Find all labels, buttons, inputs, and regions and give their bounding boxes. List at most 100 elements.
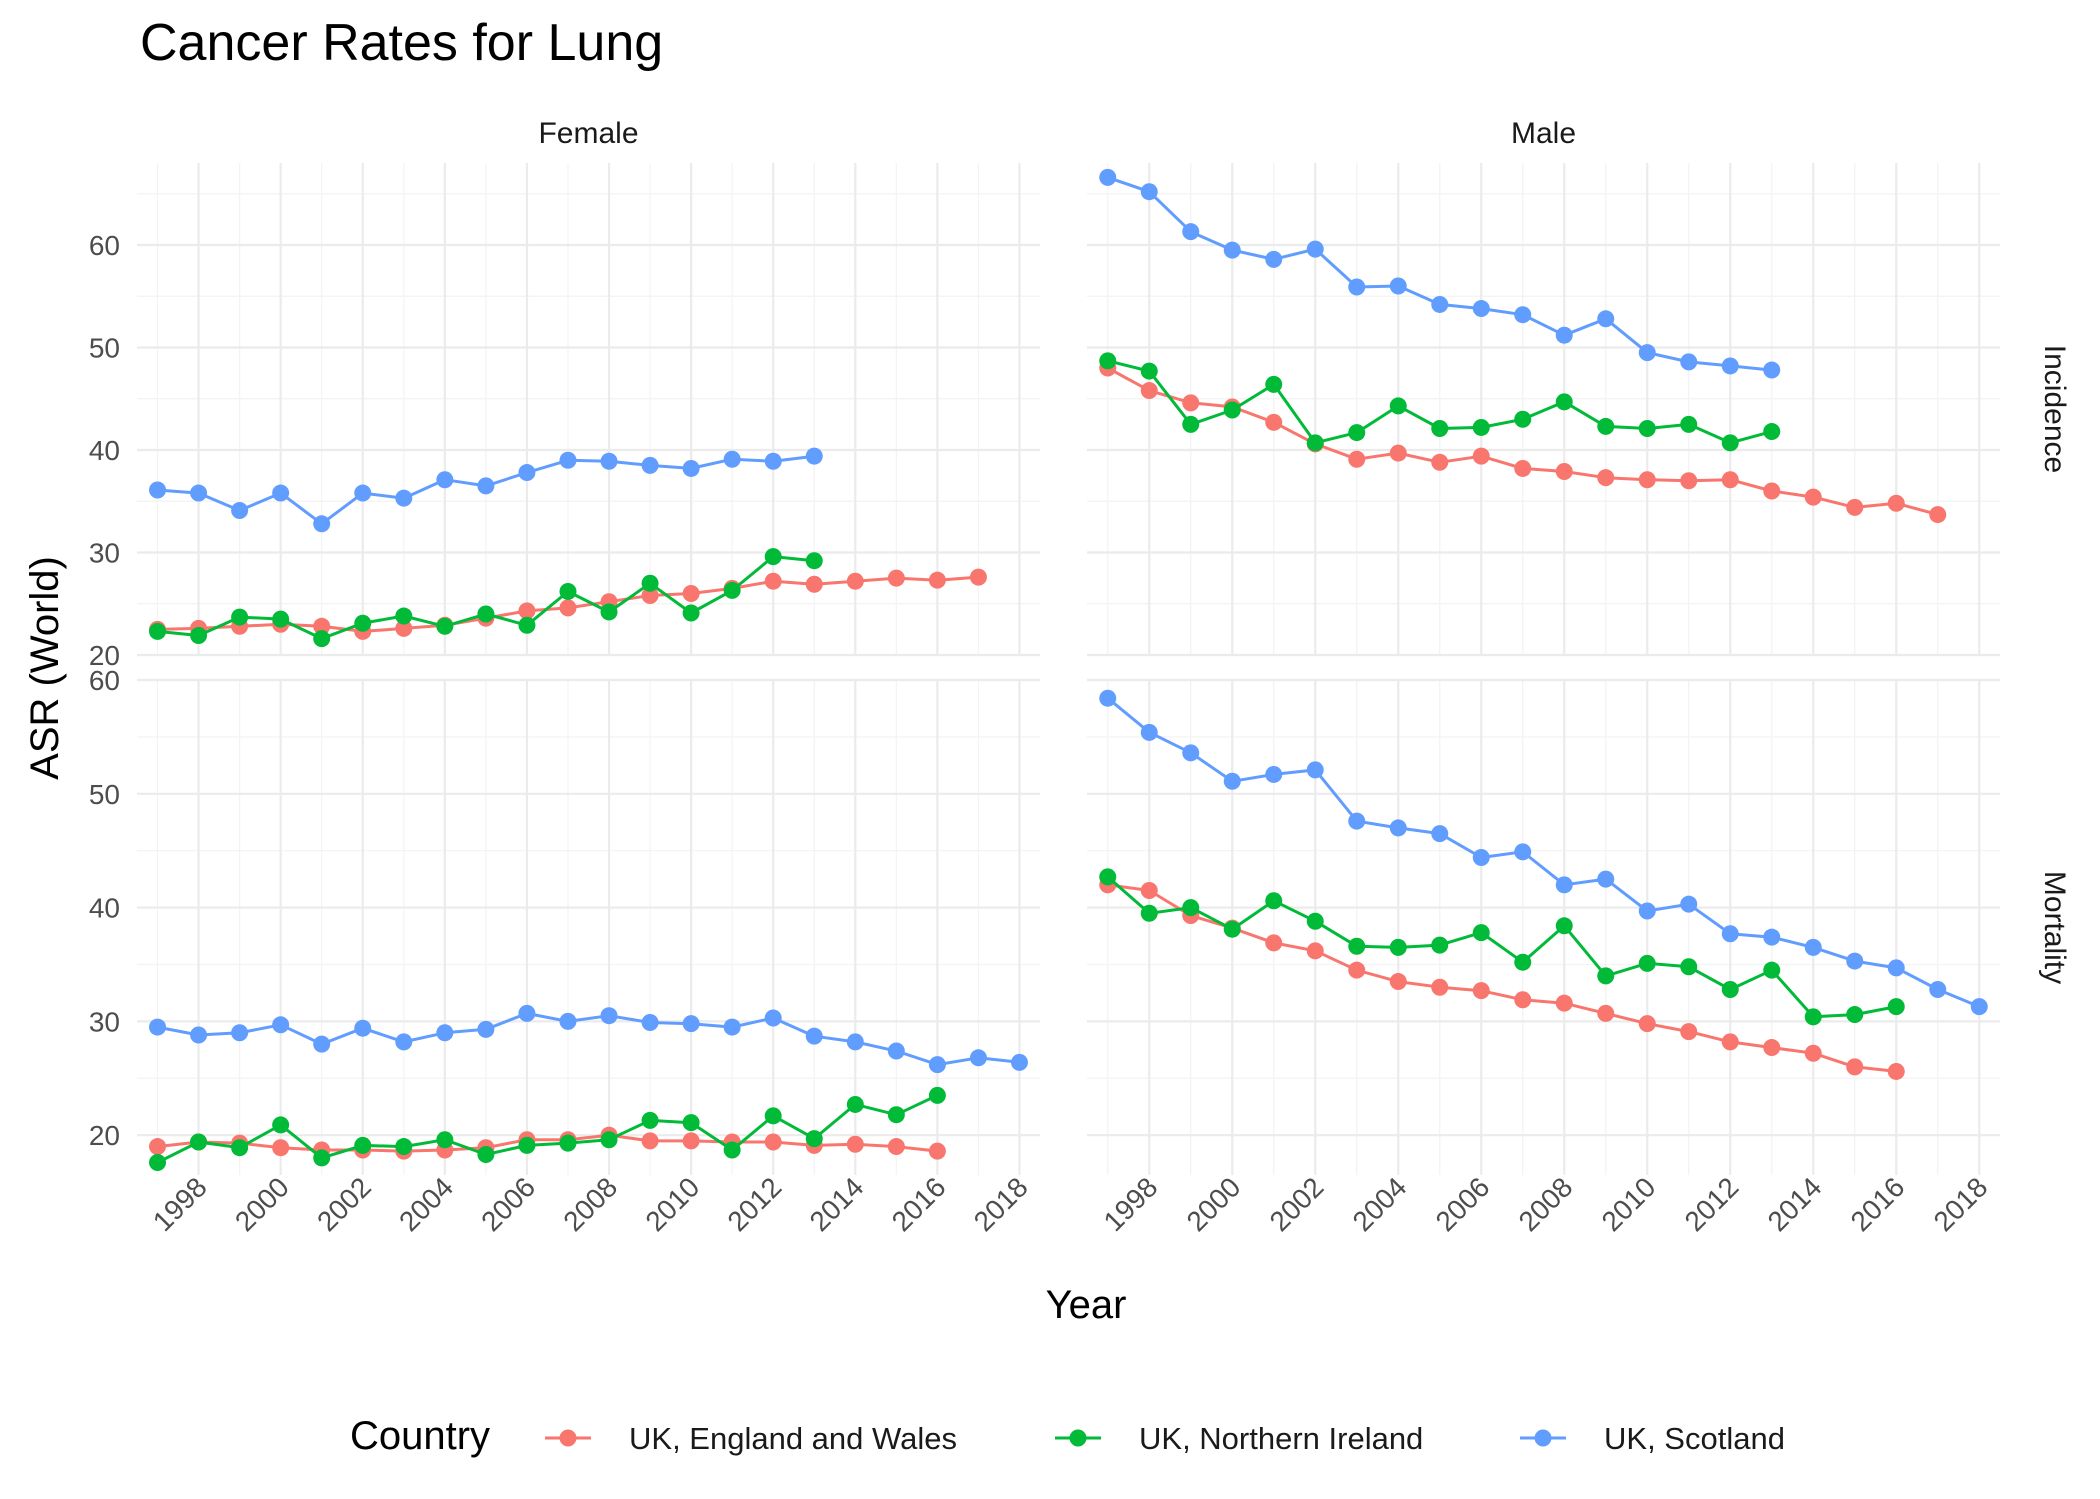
- data-point: [1846, 1006, 1864, 1024]
- data-point: [149, 1153, 167, 1171]
- data-point: [1721, 434, 1739, 452]
- data-point: [1265, 250, 1283, 268]
- data-point: [1680, 353, 1698, 371]
- data-point: [395, 1138, 413, 1156]
- data-point: [682, 1015, 700, 1033]
- x-tick-label: 2006: [475, 1171, 541, 1237]
- data-point: [1763, 482, 1781, 500]
- data-point: [1182, 899, 1200, 917]
- data-point: [518, 1004, 536, 1022]
- panel-female-incidence: 20 30 40 50 60 Female: [89, 117, 1040, 671]
- data-point: [723, 1018, 741, 1036]
- data-point: [1555, 463, 1573, 481]
- data-point: [1638, 954, 1656, 972]
- data-point: [1555, 393, 1573, 411]
- data-point: [1306, 761, 1324, 779]
- y-tick-label: 30: [89, 1006, 120, 1037]
- data-point: [1929, 506, 1947, 524]
- legend-label: UK, Northern Ireland: [1139, 1421, 1423, 1456]
- data-point: [272, 610, 290, 628]
- data-point: [805, 447, 823, 465]
- data-point: [641, 1014, 659, 1032]
- data-point: [1721, 981, 1739, 999]
- data-point: [1431, 978, 1449, 996]
- data-point: [354, 1019, 372, 1037]
- strip-label-male: Male: [1511, 117, 1576, 150]
- x-tick-label: 2000: [1181, 1171, 1247, 1237]
- data-point: [559, 451, 577, 469]
- data-point: [1763, 361, 1781, 379]
- data-point: [149, 481, 167, 499]
- data-point: [682, 604, 700, 622]
- x-tick-label: 2012: [1679, 1171, 1745, 1237]
- data-point: [1721, 1033, 1739, 1051]
- data-point: [764, 1009, 782, 1027]
- y-axis-title: ASR (World): [23, 556, 67, 780]
- data-point: [1265, 375, 1283, 393]
- legend-title: Country: [350, 1414, 490, 1458]
- data-point: [1763, 423, 1781, 441]
- data-point: [395, 607, 413, 625]
- data-point: [1763, 928, 1781, 946]
- data-point: [1472, 447, 1490, 465]
- data-point: [1223, 241, 1241, 259]
- x-tick-label: 2014: [804, 1171, 870, 1237]
- data-point: [1846, 1058, 1864, 1076]
- legend-item-uk-scotland: UK, Scotland: [1520, 1421, 1785, 1456]
- legend-label: UK, Scotland: [1604, 1421, 1785, 1456]
- data-point: [1514, 410, 1532, 428]
- data-point: [969, 1049, 987, 1067]
- data-point: [1099, 352, 1117, 370]
- data-point: [1514, 459, 1532, 477]
- data-point: [354, 614, 372, 632]
- x-tick-label: 1998: [147, 1171, 213, 1237]
- data-point: [313, 515, 331, 533]
- data-point: [149, 1018, 167, 1036]
- data-point: [1597, 1004, 1615, 1022]
- data-point: [559, 1012, 577, 1030]
- data-point: [1680, 958, 1698, 976]
- data-point: [436, 1131, 454, 1149]
- data-point: [1182, 744, 1200, 762]
- data-point: [1763, 1039, 1781, 1057]
- y-tick-label: 60: [89, 665, 120, 696]
- data-point: [477, 605, 495, 623]
- strip-label-female: Female: [538, 117, 638, 150]
- data-point: [928, 571, 946, 589]
- data-point: [1638, 419, 1656, 437]
- data-point: [1929, 981, 1947, 999]
- data-point: [1099, 868, 1117, 886]
- data-point: [764, 1133, 782, 1151]
- data-point: [1846, 498, 1864, 516]
- data-point: [1555, 994, 1573, 1012]
- data-point: [764, 1107, 782, 1125]
- data-point: [395, 489, 413, 507]
- data-point: [1265, 765, 1283, 783]
- x-tick-label: 2014: [1762, 1171, 1828, 1237]
- x-tick-label: 2006: [1430, 1171, 1496, 1237]
- x-tick-label: 2016: [886, 1171, 952, 1237]
- data-point: [1804, 1044, 1822, 1062]
- y-tick-label: 20: [89, 640, 120, 671]
- data-point: [887, 1106, 905, 1124]
- data-point: [190, 1133, 208, 1151]
- data-point: [436, 617, 454, 635]
- data-point: [682, 459, 700, 477]
- data-point: [1265, 934, 1283, 952]
- data-point: [1140, 882, 1158, 900]
- data-point: [1804, 488, 1822, 506]
- data-point: [1182, 394, 1200, 412]
- data-point: [928, 1086, 946, 1104]
- x-tick-label: 2012: [721, 1171, 787, 1237]
- data-point: [1597, 417, 1615, 435]
- y-tick-label: 40: [89, 893, 120, 924]
- x-tick-label: 2008: [557, 1171, 623, 1237]
- data-point: [559, 582, 577, 600]
- x-tick-label: 2018: [968, 1171, 1034, 1237]
- data-point: [1555, 917, 1573, 935]
- data-point: [1721, 925, 1739, 943]
- data-point: [1680, 415, 1698, 433]
- data-point: [1804, 1008, 1822, 1026]
